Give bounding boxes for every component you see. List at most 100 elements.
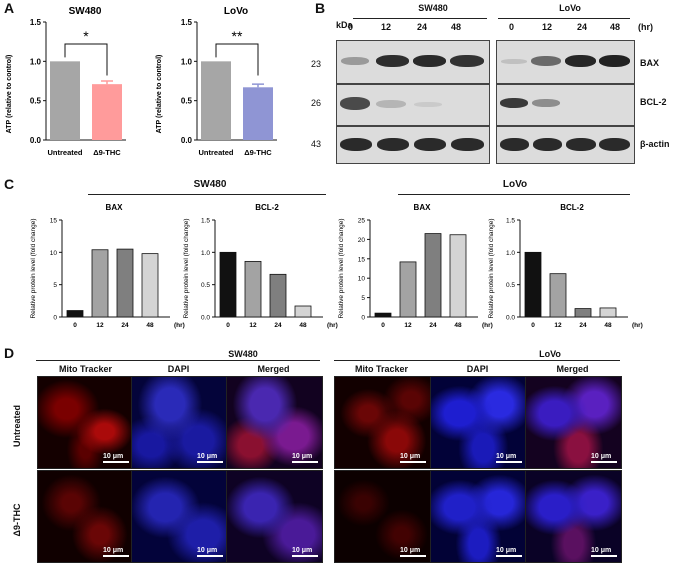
- x-tick-label: 12: [404, 322, 412, 329]
- fold-chart-sw480-bcl2: BCL-2 Relative protein level (fold change…: [183, 203, 338, 329]
- row-thc: Δ9-THC: [12, 503, 22, 537]
- x-tick-label: 0: [226, 322, 230, 329]
- bar: [201, 61, 231, 141]
- y-tick-label: 10: [50, 250, 58, 257]
- bar: [243, 87, 273, 140]
- blot-tp-sw480-48: 48: [451, 22, 462, 32]
- panel-c-charts: BAX Relative protein level (fold change) 0…: [30, 203, 643, 329]
- chart-title: LoVo: [224, 6, 248, 17]
- x-tick-label: 24: [579, 322, 587, 329]
- d-title-lovo: LoVo: [539, 349, 561, 359]
- panel-label-d: D: [4, 345, 15, 361]
- y-tick-label: 15: [50, 218, 58, 225]
- bar: [116, 248, 134, 318]
- row-untreated: Untreated: [12, 404, 22, 448]
- blot-tp-lovo-48: 48: [610, 22, 621, 32]
- kda-label: kDa: [336, 20, 353, 30]
- significance-label: **: [232, 28, 243, 44]
- scale-bar: 10 μm: [496, 547, 517, 554]
- bar: [269, 273, 287, 318]
- scale-bar: 10 μm: [591, 547, 612, 554]
- x-tick-label: 48: [146, 322, 154, 329]
- y-tick-label: 1.0: [30, 57, 42, 66]
- y-tick-label: 0.5: [201, 282, 210, 289]
- bar: [599, 307, 617, 318]
- scale-bar: 10 μm: [292, 547, 313, 554]
- scale-bar: 10 μm: [591, 453, 612, 460]
- blot-bax-lovo: [496, 40, 635, 84]
- y-axis-label: Relative protein level (fold change): [488, 218, 495, 318]
- sig-bracket: **: [215, 28, 259, 76]
- image-sw480-thc-merged: 10 μm: [226, 470, 323, 563]
- y-tick-label: 10: [358, 276, 366, 283]
- bar: [244, 260, 262, 318]
- x-tick-label: 12: [554, 322, 562, 329]
- y-tick-label: 25: [358, 218, 366, 225]
- y-axis-label: Relative protein level (fold change): [338, 218, 345, 318]
- blot-tp-lovo-24: 24: [577, 22, 588, 32]
- atp-chart-sw480: SW480 ATP (relative to control) 0.0 0.5 1.…: [6, 6, 126, 157]
- significance-label: *: [83, 28, 89, 44]
- scale-bar: 10 μm: [400, 453, 421, 460]
- blot-line-sw480: SW480: [418, 3, 448, 13]
- chart-subtitle: BAX: [106, 203, 124, 212]
- scale-bar: 10 μm: [292, 453, 313, 460]
- fold-chart-sw480-bax: BAX Relative protein level (fold change) 0…: [30, 203, 185, 329]
- chart-subtitle: BCL-2: [255, 203, 279, 212]
- chart-title: SW480: [69, 6, 102, 17]
- x-tick-label: 48: [299, 322, 307, 329]
- significance-bracket: [64, 43, 108, 76]
- y-ticks: 0.0 0.5 1.0 1.5: [30, 18, 46, 145]
- x-unit-label: (hr): [482, 322, 493, 329]
- y-tick-label: 0.0: [201, 315, 210, 322]
- x-tick-label: 0: [73, 322, 77, 329]
- x-tick-label: 48: [604, 322, 612, 329]
- panel-label-a: A: [4, 0, 15, 16]
- chart-subtitle: BAX: [414, 203, 432, 212]
- y-axis-label: ATP (relative to control): [6, 55, 13, 134]
- bars: [50, 61, 122, 141]
- image-sw480-untreated-mito: 10 μm: [37, 376, 134, 469]
- image-sw480-untreated-dapi: 10 μm: [131, 376, 228, 469]
- col-merged-lovo: Merged: [556, 364, 589, 374]
- col-mito-lovo: Mito Tracker: [354, 364, 409, 374]
- image-lovo-thc-merged: 10 μm: [525, 470, 622, 563]
- image-lovo-untreated-merged: 10 μm: [525, 376, 622, 469]
- blot-tp-sw480-24: 24: [417, 22, 428, 32]
- bar: [219, 251, 237, 318]
- scale-bar: 10 μm: [197, 547, 218, 554]
- blot-actin-lovo: [496, 126, 635, 164]
- bar: [374, 312, 392, 318]
- scale-bar: 10 μm: [103, 547, 124, 554]
- x-tick-label: Δ9-THC: [93, 148, 121, 157]
- y-ticks: 0.0 0.5 1.0 1.5: [181, 18, 197, 145]
- blot-tp-sw480-0: 0: [348, 22, 354, 32]
- protein-bcl2: BCL-2: [640, 97, 667, 107]
- bar: [91, 249, 109, 318]
- bar: [92, 84, 122, 140]
- y-tick-label: 0.0: [181, 136, 193, 145]
- x-tick-label: 24: [429, 322, 437, 329]
- protein-bax: BAX: [640, 58, 660, 68]
- y-axis-label: Relative protein level (fold change): [183, 218, 190, 318]
- col-dapi-lovo: DAPI: [466, 364, 489, 374]
- y-tick-label: 15: [358, 256, 366, 263]
- blot-time-unit: (hr): [638, 22, 653, 32]
- image-lovo-untreated-dapi: 10 μm: [430, 376, 527, 469]
- bar: [449, 234, 467, 318]
- panel-label-c: C: [4, 176, 15, 192]
- blot-bcl2-sw480: [336, 84, 490, 126]
- y-tick-label: 0.0: [30, 136, 42, 145]
- bars: [201, 61, 273, 141]
- y-tick-label: 1.0: [506, 250, 515, 257]
- marker-43: 43: [311, 139, 322, 149]
- group-title-sw480: SW480: [193, 179, 227, 190]
- y-tick-label: 20: [358, 237, 366, 244]
- col-merged-sw480: Merged: [257, 364, 290, 374]
- x-tick-label: 12: [96, 322, 104, 329]
- y-tick-label: 0: [361, 315, 365, 322]
- blot-line-lovo: LoVo: [559, 3, 581, 13]
- y-tick-label: 0.5: [30, 97, 42, 106]
- y-tick-label: 1.5: [201, 218, 210, 225]
- marker-26: 26: [311, 98, 322, 108]
